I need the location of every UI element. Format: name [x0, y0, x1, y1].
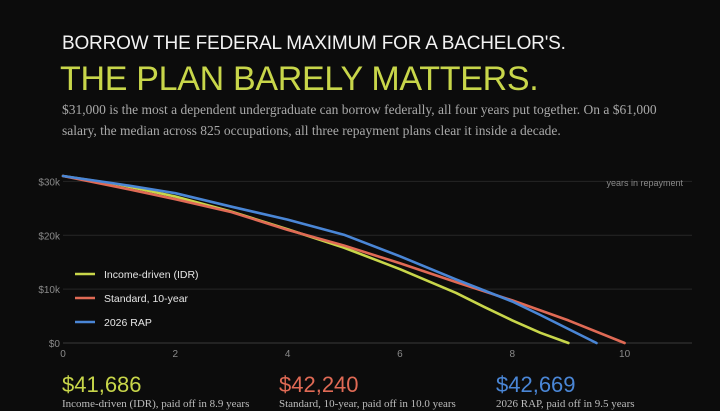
x-tick-label: 8	[510, 349, 516, 360]
y-tick-label: $30k	[38, 177, 61, 188]
x-tick-label: 6	[397, 349, 403, 360]
series-line	[61, 174, 626, 345]
chart-headline: THE PLAN BARELY MATTERS.	[60, 60, 539, 98]
x-tick-label: 2	[173, 349, 179, 360]
legend-label: Standard, 10-year	[104, 293, 189, 305]
summary-idr: $41,686 Income-driven (IDR), paid off in…	[62, 372, 249, 411]
summary-standard: $42,240 Standard, 10-year, paid off in 1…	[279, 372, 456, 411]
x-tick-label: 4	[285, 349, 291, 360]
chart-dek: $31,000 is the most a dependent undergra…	[62, 102, 657, 138]
legend-label: 2026 RAP	[104, 317, 152, 329]
summary-total: $42,240	[279, 372, 359, 397]
series-line	[61, 174, 598, 345]
series-line	[61, 174, 570, 345]
chart-kicker: BORROW THE FEDERAL MAXIMUM FOR A BACHELO…	[62, 33, 566, 54]
y-tick-label: $0	[49, 339, 61, 350]
y-tick-label: $10k	[38, 285, 61, 296]
x-tick-label: 10	[619, 349, 631, 360]
y-tick-label: $20k	[38, 231, 61, 242]
summary-rap: $42,669 2026 RAP, paid off in 9.5 years	[496, 372, 635, 411]
legend-label: Income-driven (IDR)	[104, 269, 199, 281]
summary-total: $42,669	[496, 372, 576, 397]
x-tick-label: 0	[60, 349, 66, 360]
summary-total: $41,686	[62, 372, 142, 397]
x-axis-note: years in repayment	[606, 178, 683, 188]
